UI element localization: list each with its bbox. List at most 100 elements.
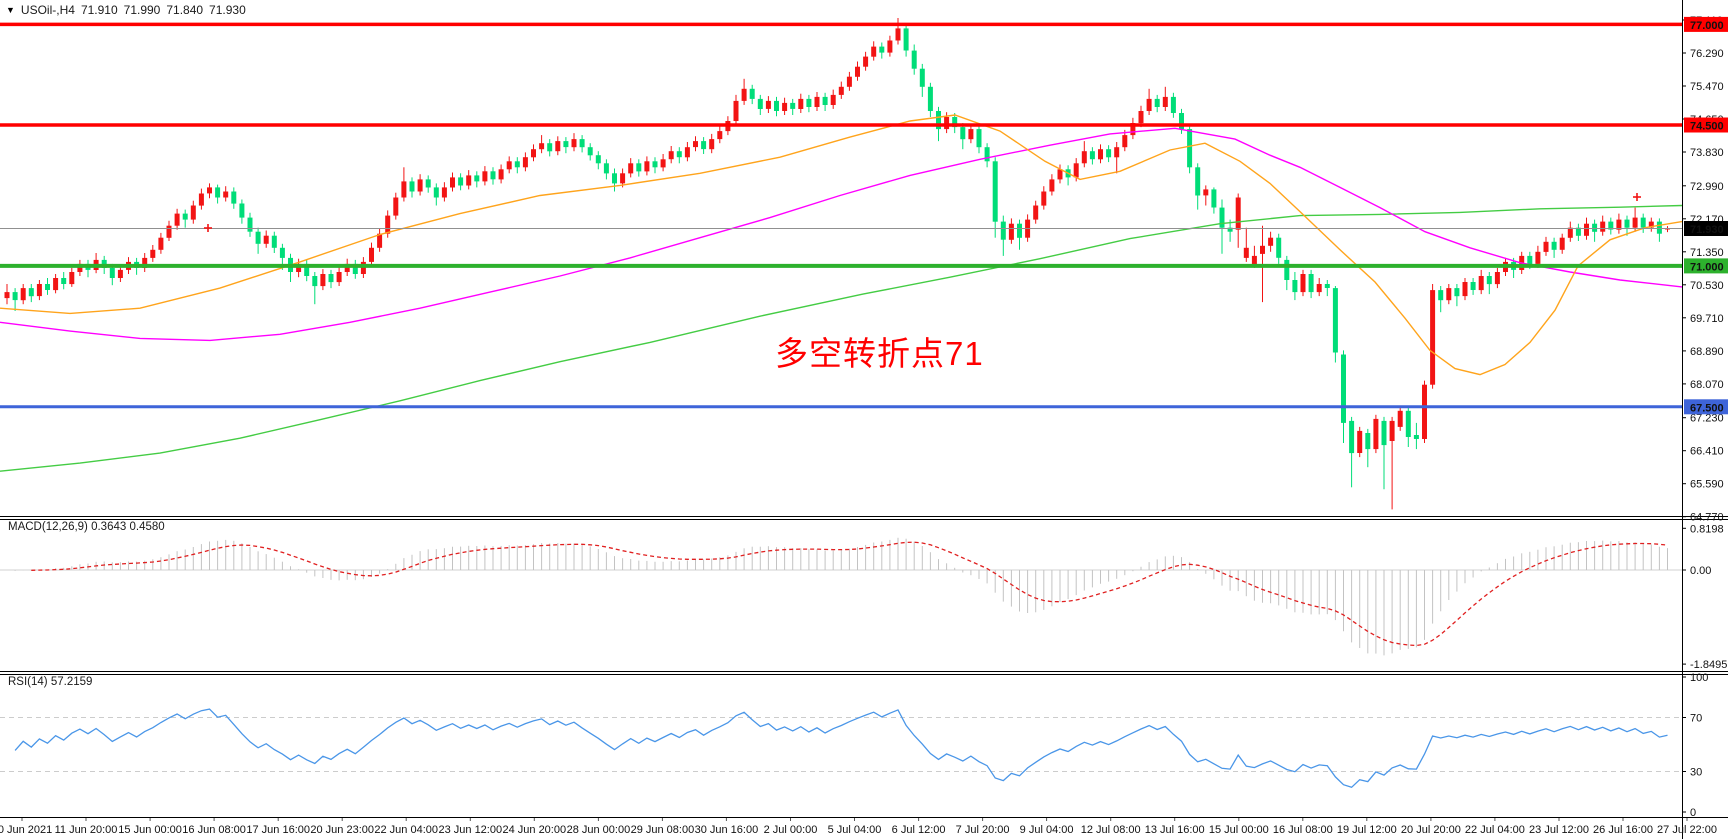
price-axis-label: 70.530 (1690, 280, 1724, 292)
candle-down (774, 100, 779, 111)
candle-up (207, 187, 212, 194)
price-tag-box (1684, 117, 1728, 133)
candle-up (1600, 221, 1606, 232)
candle-down (433, 187, 439, 198)
candle-down (231, 191, 237, 204)
price-tag-box (1684, 221, 1728, 236)
candle-up (393, 197, 399, 216)
candle-down (1341, 354, 1346, 423)
candle-down (304, 263, 310, 276)
annotation-text[interactable]: 多空转折点71 (775, 335, 984, 372)
candle-up (1057, 169, 1063, 180)
cross-markers[interactable] (204, 193, 1641, 232)
time-axis-label: 12 Jul 08:00 (1081, 824, 1141, 836)
candle-up (1494, 272, 1500, 285)
candle-up (1446, 288, 1452, 301)
candle-down (1551, 241, 1557, 250)
time-axis-label: 24 Jun 20:00 (502, 824, 566, 836)
candle-down (1154, 98, 1160, 107)
rsi-panel (0, 708, 1682, 789)
rsi-axis-label: 70 (1690, 713, 1702, 725)
candle-down (1592, 223, 1598, 232)
candle-up (1316, 284, 1322, 293)
candle-up (531, 149, 536, 158)
candle-down (182, 213, 188, 220)
candle-down (490, 171, 496, 180)
candle-up (717, 131, 723, 140)
symbol-period-label: USOil-,H4 (20, 3, 75, 17)
price-axis-label: 73.830 (1690, 147, 1724, 159)
candle-up (263, 235, 269, 244)
time-axis-label: 19 Jul 12:00 (1337, 824, 1397, 836)
candle-up (320, 274, 326, 287)
candle-down (1324, 284, 1330, 288)
candle-up (198, 193, 204, 206)
candle-down (271, 235, 277, 248)
ma-fast-line (0, 114, 1683, 376)
candle-up (506, 161, 512, 170)
time-axis-label: 30 Jun 16:00 (695, 824, 759, 836)
candle-down (822, 96, 828, 105)
candle-down (903, 28, 909, 51)
candle-up (644, 161, 650, 172)
candle-down (652, 161, 658, 168)
candle-up (1584, 223, 1589, 236)
time-axis-label: 28 Jun 00:00 (567, 824, 631, 836)
candle-down (109, 267, 115, 278)
price-axis-label: 76.290 (1690, 48, 1724, 60)
macd-axis-label: 0.00 (1690, 565, 1711, 577)
candle-up (1203, 189, 1209, 196)
candle-up (1373, 418, 1379, 450)
price-tags: 77.000 74.500 71.930 71.000 67.500 (1684, 16, 1728, 415)
candle-down (1438, 290, 1444, 301)
ohlc-open: 71.910 (80, 3, 118, 17)
candle-up (377, 233, 383, 248)
horizontal-line-objects[interactable] (0, 22, 1682, 409)
time-axis-label: 15 Jun 00:00 (118, 824, 182, 836)
time-axis-label: 5 Jul 04:00 (828, 824, 882, 836)
candle-up (401, 181, 407, 198)
candle-down (1017, 223, 1022, 238)
candle-up (539, 143, 545, 150)
candle-up (555, 141, 561, 152)
candle-down (547, 143, 553, 152)
price-tag-text: 74.500 (1690, 121, 1724, 133)
chart-menu-icon[interactable]: ▼ (6, 5, 15, 15)
candlestick-series (4, 18, 1670, 510)
candle-down (676, 151, 682, 158)
candle-up (360, 261, 366, 274)
candle-down (61, 278, 67, 284)
candle-down (879, 46, 885, 53)
macd-axis-label: 0.8198 (1690, 523, 1724, 535)
candle-down (952, 117, 958, 128)
price-axis-label: 72.990 (1690, 181, 1724, 193)
price-axis[interactable]: 77.11076.29075.47074.65073.83072.99072.1… (1682, 15, 1727, 819)
candle-down (563, 141, 569, 148)
candle-up (1462, 282, 1468, 297)
candle-down (239, 203, 245, 218)
candle-up (846, 76, 852, 87)
candle-up (628, 163, 634, 174)
candle-up (158, 237, 164, 250)
candle-up (1122, 135, 1128, 148)
candle-down (701, 141, 707, 150)
candle-up (1146, 98, 1152, 111)
candle-up (369, 247, 374, 262)
moving-averages (0, 114, 1683, 472)
candle-up (895, 28, 901, 41)
candle-up (1389, 420, 1395, 441)
candle-up (166, 225, 172, 238)
candle-down (595, 155, 601, 164)
candle-down (984, 147, 990, 162)
candle-down (328, 274, 334, 283)
candle-down (1332, 288, 1338, 353)
candle-up (482, 171, 488, 182)
candle-up (1114, 147, 1120, 158)
candle-down (1211, 189, 1217, 208)
time-axis-label: 22 Jul 04:00 (1465, 824, 1525, 836)
candle-down (352, 263, 358, 274)
candle-down (45, 284, 50, 290)
candle-up (1260, 245, 1265, 254)
